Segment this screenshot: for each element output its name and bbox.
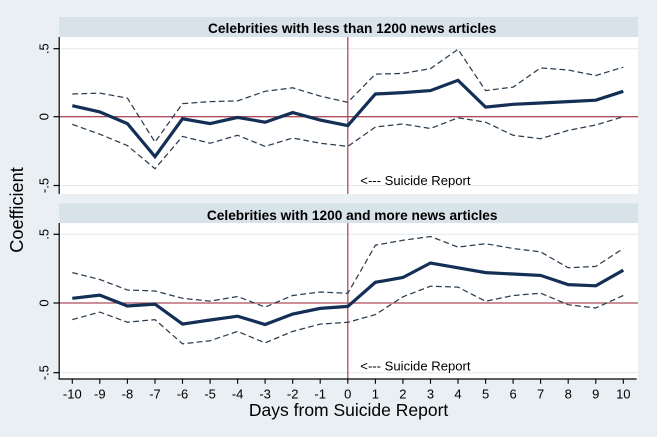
svg-text:9: 9 — [592, 387, 599, 402]
svg-text:<--- Suicide Report: <--- Suicide Report — [360, 173, 471, 188]
svg-text:0: 0 — [36, 299, 51, 306]
svg-text:0: 0 — [344, 387, 351, 402]
svg-text:10: 10 — [616, 387, 630, 402]
svg-text:-6: -6 — [177, 387, 189, 402]
svg-text:5: 5 — [482, 387, 489, 402]
svg-text:-10: -10 — [63, 387, 82, 402]
svg-text:.5: .5 — [36, 229, 51, 240]
svg-text:3: 3 — [427, 387, 434, 402]
svg-text:-.5: -.5 — [36, 178, 51, 193]
svg-text:-4: -4 — [232, 387, 244, 402]
svg-text:1: 1 — [372, 387, 379, 402]
svg-text:0: 0 — [36, 113, 51, 120]
svg-text:4: 4 — [454, 387, 461, 402]
svg-text:-7: -7 — [149, 387, 161, 402]
svg-text:-2: -2 — [287, 387, 299, 402]
svg-text:-8: -8 — [122, 387, 134, 402]
svg-text:-1: -1 — [314, 387, 326, 402]
svg-text:-3: -3 — [259, 387, 271, 402]
svg-text:Coefficient: Coefficient — [7, 167, 27, 253]
svg-text:Celebrities with less than 120: Celebrities with less than 1200 news art… — [208, 21, 497, 36]
svg-text:Celebrities with 1200 and more: Celebrities with 1200 and more news arti… — [207, 208, 498, 223]
svg-text:2: 2 — [399, 387, 406, 402]
svg-text:Days from Suicide Report: Days from Suicide Report — [249, 400, 449, 420]
svg-text:-.5: -.5 — [36, 365, 51, 380]
svg-text:8: 8 — [565, 387, 572, 402]
svg-text:7: 7 — [537, 387, 544, 402]
svg-text:<--- Suicide Report: <--- Suicide Report — [360, 359, 471, 374]
svg-text:-5: -5 — [204, 387, 216, 402]
svg-text:6: 6 — [509, 387, 516, 402]
svg-text:.5: .5 — [36, 43, 51, 54]
svg-text:-9: -9 — [94, 387, 106, 402]
